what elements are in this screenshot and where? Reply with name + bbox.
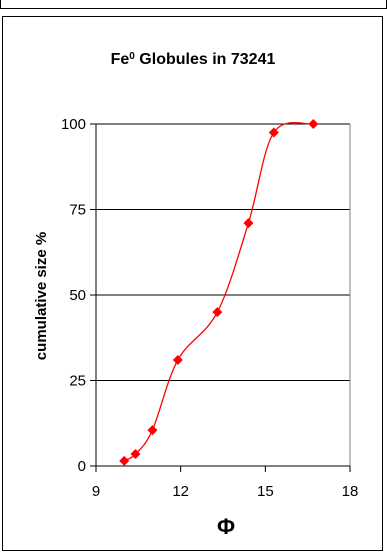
- data-point-5: [212, 307, 222, 317]
- series-line: [124, 123, 313, 461]
- y-tick-label-50: 50: [69, 287, 86, 304]
- y-tick-label-25: 25: [69, 373, 86, 390]
- y-tick-label-0: 0: [78, 458, 86, 475]
- data-point-8: [308, 119, 318, 129]
- gridlines: [96, 124, 350, 381]
- x-tick-label-12: 12: [172, 483, 189, 500]
- y-tick-label-100: 100: [61, 116, 86, 133]
- series-markers: [119, 119, 318, 466]
- data-point-1: [119, 456, 129, 466]
- x-tick-label-15: 15: [257, 483, 274, 500]
- y-axis-label: cumulative size %: [33, 232, 50, 360]
- chart-title: Fe0 Globules in 73241: [111, 51, 276, 69]
- data-point-4: [173, 355, 183, 365]
- data-point-6: [243, 218, 253, 228]
- x-axis-label: Φ: [217, 514, 235, 539]
- y-tick-label-75: 75: [69, 202, 86, 219]
- x-tick-label-18: 18: [342, 483, 359, 500]
- y-tick-labels: 0 25 50 75 100: [61, 116, 86, 475]
- x-tick-label-9: 9: [92, 483, 100, 500]
- x-tick-labels: 9 12 15 18: [92, 483, 359, 500]
- data-point-3: [147, 425, 157, 435]
- axes: [90, 124, 350, 472]
